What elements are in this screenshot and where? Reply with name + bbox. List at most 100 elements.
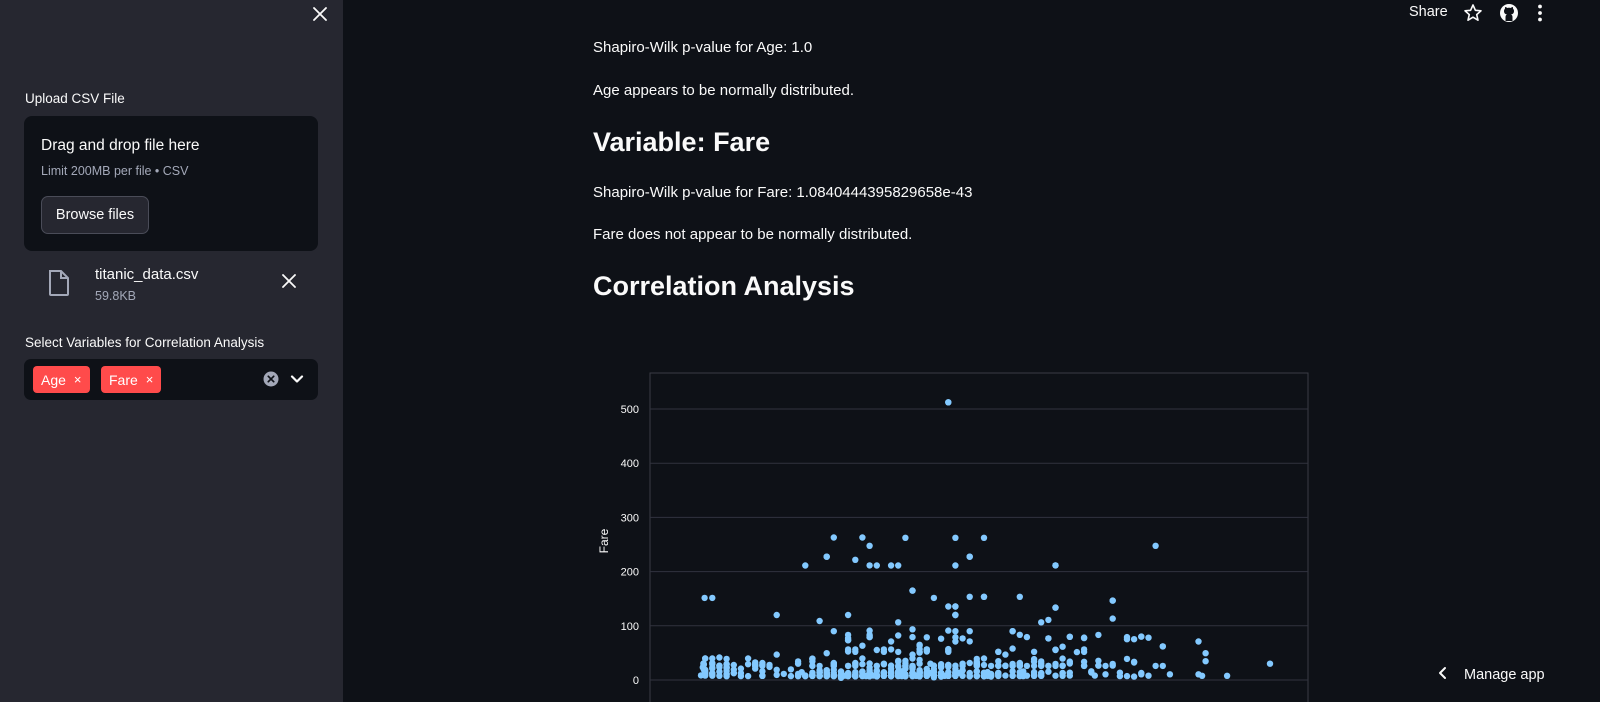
github-icon[interactable]: [1499, 3, 1519, 28]
scatter-point: [912, 672, 920, 679]
scatter-point: [966, 628, 973, 635]
scatter-point: [816, 662, 823, 670]
scatter-point: [866, 542, 873, 549]
scatter-point: [902, 660, 909, 667]
chevron-left-icon: [1436, 666, 1448, 685]
scatter-point: [980, 661, 988, 669]
scatter-point: [773, 666, 780, 673]
scatter-point: [723, 670, 730, 678]
scatter-point: [1009, 668, 1016, 675]
scatter-point: [866, 664, 873, 671]
scatter-point: [887, 638, 895, 645]
clear-all-icon[interactable]: [263, 371, 279, 392]
scatter-point: [752, 661, 759, 668]
scatter-point: [1159, 643, 1166, 650]
dropzone-title: Drag and drop file here: [41, 137, 200, 154]
correlation-heading: Correlation Analysis: [593, 271, 855, 301]
uploaded-file: titanic_data.csv 59.8KB: [24, 262, 318, 308]
variables-multiselect[interactable]: Age × Fare ×: [24, 359, 318, 400]
scatter-point: [945, 646, 952, 653]
scatter-point: [1145, 672, 1152, 679]
scatter-point: [1059, 670, 1066, 677]
scatter-point: [941, 672, 948, 679]
scatter-point: [995, 669, 1002, 677]
scatter-point: [1123, 636, 1131, 643]
remove-file-icon[interactable]: [282, 274, 296, 293]
scatter-point: [697, 672, 705, 679]
chip-remove-icon[interactable]: ×: [145, 372, 154, 387]
close-sidebar-icon[interactable]: [309, 3, 331, 25]
scatter-point: [866, 631, 873, 639]
scatter-point: [1059, 655, 1066, 662]
scatter-point: [716, 654, 723, 661]
y-axis-label: Fare: [597, 528, 611, 553]
scatter-point: [1152, 542, 1159, 549]
scatter-point: [1095, 662, 1102, 669]
scatter-point: [1088, 669, 1095, 676]
scatter-point: [880, 660, 888, 667]
scatter-point: [1045, 616, 1052, 624]
scatter-point: [1195, 671, 1202, 678]
scatter-point: [880, 648, 888, 655]
share-button[interactable]: Share: [1409, 4, 1448, 20]
chevron-down-icon[interactable]: [290, 372, 304, 391]
sidebar: Upload CSV File Drag and drop file here …: [0, 0, 343, 702]
fare-pvalue-text: Shapiro-Wilk p-value for Fare: 1.0840444…: [593, 184, 973, 201]
scatter-point: [909, 664, 916, 671]
scatter-point: [1130, 658, 1138, 665]
scatter-point: [916, 656, 923, 664]
scatter-point: [702, 655, 709, 662]
scatter-point: [844, 646, 852, 653]
scatter-point: [945, 627, 952, 634]
scatter-point: [701, 594, 708, 602]
scatter-point: [937, 635, 945, 642]
scatter-point: [1266, 660, 1274, 667]
manage-app-label: Manage app: [1464, 667, 1545, 683]
scatter-point: [1045, 668, 1052, 675]
scatter-point: [823, 553, 830, 560]
scatter-point: [1109, 597, 1116, 604]
scatter-chart: 0 100 200 300 400 500 Fare: [597, 372, 1309, 702]
scatter-point: [1052, 604, 1059, 611]
more-menu-icon[interactable]: [1536, 3, 1544, 28]
scatter-point: [830, 660, 837, 667]
scatter-point: [1016, 631, 1023, 638]
scatter-point: [952, 611, 959, 619]
chip-remove-icon[interactable]: ×: [73, 372, 82, 387]
scatter-point: [973, 661, 980, 668]
scatter-point: [1030, 655, 1038, 663]
scatter-point: [1123, 655, 1131, 663]
browse-files-button[interactable]: Browse files: [41, 196, 149, 234]
scatter-point: [995, 648, 1002, 655]
file-dropzone[interactable]: Drag and drop file here Limit 200MB per …: [24, 116, 318, 251]
scatter-point: [923, 672, 930, 679]
star-icon[interactable]: [1463, 3, 1483, 28]
upload-label: Upload CSV File: [25, 91, 125, 106]
scatter-point: [1023, 662, 1031, 670]
scatter-point: [709, 594, 716, 602]
scatter-point: [966, 593, 973, 600]
scatter-point: [952, 628, 959, 635]
scatter-point: [1052, 672, 1059, 679]
fare-heading: Variable: Fare: [593, 127, 771, 157]
chip-label: Age: [41, 371, 66, 388]
scatter-point: [716, 672, 723, 679]
scatter-point: [859, 642, 866, 649]
y-tick-label: 200: [621, 567, 639, 579]
scatter-point: [923, 634, 930, 641]
scatter-point: [952, 603, 959, 610]
scatter-point: [1066, 669, 1073, 676]
scatter-point: [744, 661, 752, 668]
scatter-point: [787, 672, 795, 680]
manage-app-button[interactable]: Manage app: [1436, 664, 1600, 686]
scatter-point: [1116, 669, 1124, 676]
scatter-point: [780, 670, 787, 678]
scatter-point: [859, 661, 866, 668]
scatter-point: [844, 611, 852, 619]
file-size: 59.8KB: [95, 289, 137, 303]
scatter-point: [1016, 593, 1023, 600]
scatter-point: [1102, 671, 1109, 678]
scatter-point: [887, 646, 895, 653]
scatter-point: [1202, 658, 1209, 665]
scatter-point: [1059, 662, 1066, 669]
